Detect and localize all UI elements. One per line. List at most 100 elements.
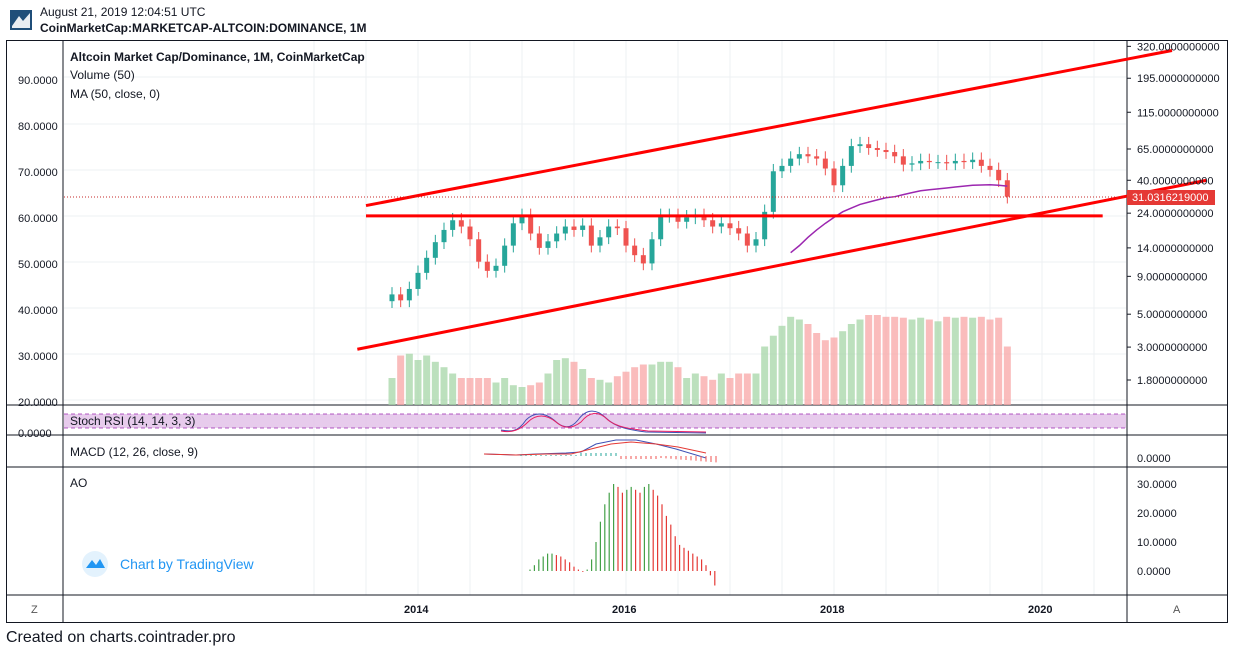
volume-bar	[449, 373, 457, 405]
stoch-rsi-title: Stoch RSI (14, 14, 3, 3)	[70, 414, 195, 428]
candle-body	[978, 159, 984, 166]
volume-bar	[769, 335, 777, 405]
candle-body	[398, 294, 404, 301]
volume-bar	[431, 361, 439, 405]
candle-body	[848, 146, 854, 166]
right-tick-label: 1.8000000000	[1137, 375, 1207, 387]
candle-body	[779, 165, 785, 172]
candle-body	[684, 217, 690, 222]
right-axis-ticks: 320.0000000000 195.0000000000 115.00000000…	[1127, 41, 1220, 578]
candle-body	[831, 168, 837, 186]
volume-bar	[631, 367, 639, 405]
candle-body	[606, 226, 612, 238]
right-tick-label: 195.0000000000	[1137, 73, 1220, 85]
candle-body	[718, 223, 724, 227]
volume-bar	[951, 317, 959, 405]
volume-bar	[709, 379, 717, 405]
chart-frame	[6, 40, 1228, 623]
left-tick-label: 40.0000	[18, 305, 58, 317]
volume-bar	[830, 337, 838, 405]
candle-body	[866, 144, 872, 149]
candle-body	[952, 160, 958, 164]
volume-bar	[639, 364, 647, 405]
candle-body	[796, 154, 802, 159]
volume-bar	[483, 378, 491, 405]
trendlines	[357, 49, 1207, 351]
chart-canvas[interactable]: 90.0000 80.0000 70.0000 60.0000 50.0000 40.00…	[6, 40, 1228, 623]
candle-body	[857, 144, 863, 147]
right-tick-label: 320.0000000000	[1137, 41, 1220, 53]
left-tick-label: 80.0000	[18, 121, 58, 133]
volume-bar	[804, 324, 812, 405]
stoch-axis-label: 0.0000	[18, 428, 52, 440]
candle-body	[406, 288, 412, 301]
candle-body	[788, 158, 794, 166]
candle-body	[545, 241, 551, 248]
volume-bar	[934, 321, 942, 405]
candle-body	[571, 226, 577, 230]
volume-bar	[917, 317, 925, 405]
ao-tick-label: 20.0000	[1137, 508, 1177, 520]
volume-bar	[995, 317, 1003, 405]
volume-bar	[414, 360, 422, 405]
candle-body	[614, 226, 620, 229]
candle-body	[753, 239, 759, 246]
volume-bar	[873, 315, 881, 405]
macd-signal-line	[483, 441, 707, 456]
volume-bar	[527, 385, 535, 405]
right-tick-label: 5.0000000000	[1137, 309, 1207, 321]
volume-bar	[717, 373, 725, 405]
candle-body	[961, 160, 967, 163]
zoom-button[interactable]: Z	[31, 604, 38, 616]
ao-histogram	[529, 484, 716, 586]
right-tick-label: 14.0000000000	[1137, 243, 1213, 255]
footer-credit: Created on charts.cointrader.pro	[6, 629, 236, 646]
volume-bar	[821, 340, 829, 405]
x-tick-label: 2018	[820, 604, 844, 616]
candle-body	[918, 160, 924, 164]
candle-body	[432, 242, 438, 258]
auto-scale-button[interactable]: A	[1173, 604, 1181, 616]
volume-bar	[440, 367, 448, 405]
candle-body	[649, 239, 655, 264]
volume-bar	[847, 324, 855, 405]
macd-histogram	[520, 453, 717, 463]
snapshot-date: August 21, 2019 12:04:51 UTC	[40, 5, 206, 19]
volume-bar	[613, 376, 621, 405]
x-tick-label: 2014	[404, 604, 429, 616]
candle-body	[476, 239, 482, 262]
tradingview-watermark[interactable]: Chart by TradingView	[74, 548, 274, 580]
candle-body	[822, 158, 828, 169]
volume-bar	[596, 379, 604, 405]
volume-bar	[735, 373, 743, 405]
stoch-rsi-band	[64, 414, 1126, 428]
candle-body	[814, 156, 820, 159]
volume-bar	[683, 378, 691, 405]
candle-body	[736, 228, 742, 234]
candle-body	[562, 226, 568, 234]
candle-body	[632, 245, 638, 256]
left-tick-label: 20.0000	[18, 397, 58, 409]
candle-body	[493, 265, 499, 271]
macd-title: MACD (12, 26, close, 9)	[70, 445, 198, 459]
candle-body	[510, 223, 516, 246]
candle-body	[900, 156, 906, 165]
volume-bar	[839, 331, 847, 405]
candle-body	[1004, 180, 1010, 197]
candle-body	[458, 220, 464, 227]
x-tick-label: 2016	[612, 604, 636, 616]
volume-bar	[986, 319, 994, 405]
right-tick-label: 24.0000000000	[1137, 208, 1213, 220]
volume-bar	[605, 382, 613, 405]
right-tick-label: 65.0000000000	[1137, 144, 1213, 156]
candle-body	[944, 162, 950, 164]
volume-bar	[908, 319, 916, 405]
volume-bar	[657, 361, 665, 405]
volume-bar	[388, 378, 396, 405]
left-tick-label: 90.0000	[18, 75, 58, 87]
candle-body	[389, 294, 395, 302]
candles	[389, 136, 1010, 308]
volume-bar	[544, 373, 552, 405]
macd-axis-label: 0.0000	[1137, 453, 1171, 465]
candle-body	[727, 223, 733, 229]
